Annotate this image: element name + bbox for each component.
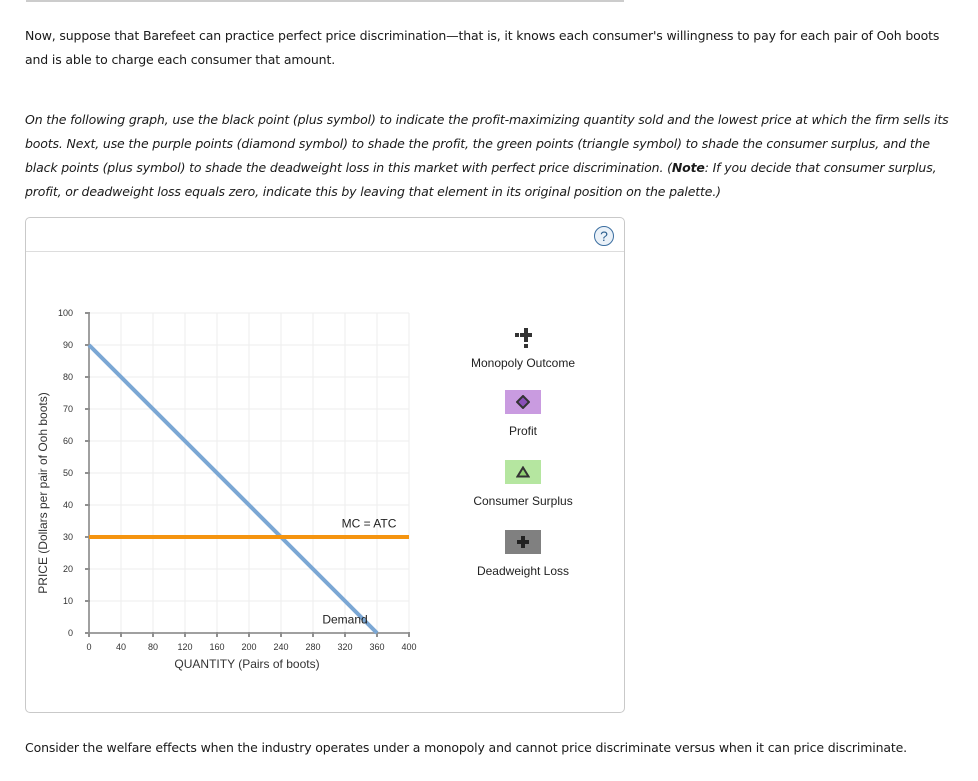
- graph-area[interactable]: 0 10 20 30 40 50 60 70 80 90 100 0 40 80 120 160 200 240 2…: [26, 218, 624, 712]
- x-tick-label: 200: [241, 642, 256, 652]
- palette-label: Profit: [508, 424, 537, 438]
- intro-paragraph: Now, suppose that Barefeet can practice …: [25, 28, 940, 67]
- palette-consumer-surplus[interactable]: Consumer Surplus: [458, 460, 588, 508]
- demand-curve: [87, 343, 379, 635]
- demand-label: Demand: [322, 612, 367, 626]
- y-tick-label: 50: [63, 468, 73, 478]
- diamond-icon[interactable]: [505, 390, 541, 414]
- top-divider: [26, 0, 624, 2]
- x-tick-label: 320: [337, 642, 352, 652]
- x-tick-label: 80: [148, 642, 158, 652]
- palette-label: Deadweight Loss: [476, 564, 570, 578]
- y-tick-label: 80: [63, 372, 73, 382]
- y-tick-label: 60: [63, 436, 73, 446]
- x-tick-label: 120: [177, 642, 192, 652]
- note-label: Note: [671, 160, 705, 175]
- x-tick-label: 400: [401, 642, 416, 652]
- triangle-icon[interactable]: [505, 460, 541, 484]
- x-axis-title: QUANTITY (Pairs of boots): [174, 657, 319, 671]
- palette-deadweight-loss[interactable]: Deadweight Loss: [458, 530, 588, 578]
- instructions-paragraph: On the following graph, use the black po…: [25, 108, 955, 204]
- y-tick-label: 0: [68, 628, 73, 638]
- graph-panel: ? 0 10 20 30 40 50 60 70 80 90 100 0 40 80 120 160 200 24…: [25, 217, 625, 713]
- panel-header: ?: [26, 218, 624, 252]
- instructions-text-b: : If you decide that consumer surplus, p…: [25, 160, 937, 199]
- palette-label: Monopoly Outcome: [470, 356, 576, 370]
- y-tick-label: 70: [63, 404, 73, 414]
- plus-point-icon[interactable]: [505, 324, 541, 348]
- palette-label: Consumer Surplus: [473, 494, 573, 508]
- y-tick-label: 30: [63, 532, 73, 542]
- x-tick-label: 40: [116, 642, 126, 652]
- palette-profit[interactable]: Profit: [458, 390, 588, 438]
- y-tick-label: 90: [63, 340, 73, 350]
- x-tick-label: 160: [209, 642, 224, 652]
- y-tick-label: 20: [63, 564, 73, 574]
- instructions-text-a: On the following graph, use the black po…: [25, 112, 949, 175]
- y-tick-label: 100: [58, 308, 73, 318]
- help-icon[interactable]: ?: [594, 226, 614, 246]
- palette-monopoly-outcome[interactable]: Monopoly Outcome: [458, 324, 588, 370]
- y-tick-label: 10: [63, 596, 73, 606]
- x-tick-label: 240: [273, 642, 288, 652]
- y-tick-label: 40: [63, 500, 73, 510]
- x-tick-label: 360: [369, 642, 384, 652]
- plus-icon[interactable]: [505, 530, 541, 554]
- x-tick-label: 0: [86, 642, 91, 652]
- y-axis-title: PRICE (Dollars per pair of Ooh boots): [36, 392, 50, 593]
- footer-paragraph: Consider the welfare effects when the in…: [25, 740, 907, 755]
- mc-atc-label: MC = ATC: [342, 516, 397, 530]
- x-tick-label: 280: [305, 642, 320, 652]
